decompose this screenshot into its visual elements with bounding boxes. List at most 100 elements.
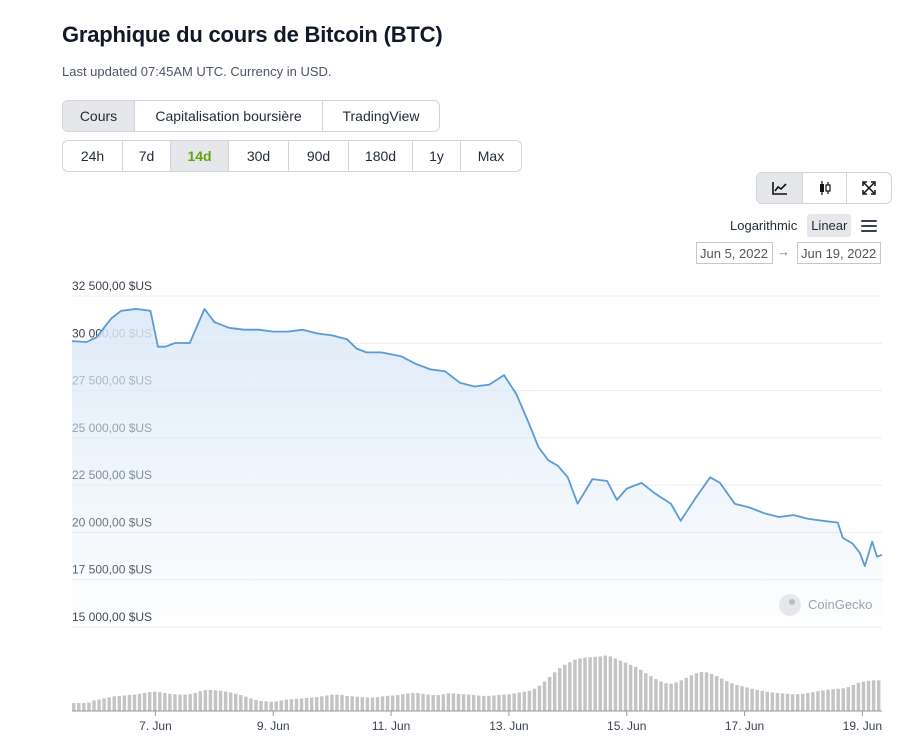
range-7d-button[interactable]: 7d xyxy=(123,141,171,171)
volume-bar xyxy=(168,693,172,711)
volume-bar xyxy=(178,694,182,711)
volume-bar xyxy=(618,660,623,711)
fullscreen-icon[interactable] xyxy=(847,173,891,203)
volume-bar xyxy=(77,703,81,711)
volume-bar xyxy=(360,697,365,711)
volume-bar xyxy=(370,697,375,711)
volume-bar xyxy=(72,703,76,711)
range-90d-button[interactable]: 90d xyxy=(289,141,349,171)
volume-bar xyxy=(613,658,618,711)
volume-bar xyxy=(487,695,491,711)
volume-bar xyxy=(552,672,557,711)
volume-bar xyxy=(239,695,243,711)
volume-bar xyxy=(137,693,142,711)
date-from-input[interactable]: Jun 5, 2022 xyxy=(696,242,773,264)
volume-bar xyxy=(117,695,122,711)
volume-bar xyxy=(831,689,835,711)
volume-bar xyxy=(730,683,734,711)
volume-bar xyxy=(390,695,395,711)
volume-bar xyxy=(153,691,157,711)
volume-bar xyxy=(218,690,223,711)
volume-bar xyxy=(249,698,253,711)
chart-tabs: Cours Capitalisation boursière TradingVi… xyxy=(62,100,440,132)
volume-bar xyxy=(345,695,349,711)
volume-bar xyxy=(441,694,446,711)
volume-bar xyxy=(684,677,689,711)
volume-bar xyxy=(760,690,764,711)
range-max-button[interactable]: Max xyxy=(477,148,505,164)
range-1y-button[interactable]: 1y xyxy=(413,141,461,171)
logarithmic-button[interactable]: Logarithmic xyxy=(730,218,798,233)
tab-capitalisation[interactable]: Capitalisation boursière xyxy=(135,101,323,131)
volume-bar xyxy=(421,693,425,711)
volume-bar xyxy=(836,688,840,711)
volume-bar xyxy=(466,694,471,711)
volume-bar xyxy=(456,693,461,711)
volume-bar xyxy=(654,679,658,711)
volume-bar xyxy=(709,674,714,711)
volume-bar xyxy=(340,695,344,711)
menu-icon[interactable] xyxy=(861,219,878,232)
last-updated-text: Last updated 07:45AM UTC. Currency in US… xyxy=(62,64,332,79)
volume-bar xyxy=(87,702,91,711)
volume-bar xyxy=(694,673,699,711)
volume-bar xyxy=(396,695,400,711)
volume-bar xyxy=(512,693,516,711)
x-tick-label: 13. Jun xyxy=(489,719,528,733)
volume-bar xyxy=(816,691,820,711)
volume-bar xyxy=(720,678,724,711)
volume-bar xyxy=(664,683,668,711)
tab-tradingview[interactable]: TradingView xyxy=(342,108,420,124)
volume-bar xyxy=(623,662,628,711)
range-180d-button[interactable]: 180d xyxy=(349,141,413,171)
volume-bar xyxy=(315,697,319,711)
volume-bar xyxy=(234,693,238,711)
volume-bar xyxy=(866,680,871,711)
page-title: Graphique du cours de Bitcoin (BTC) xyxy=(62,22,443,47)
volume-bar xyxy=(856,682,861,711)
chart-type-selector xyxy=(756,172,892,204)
volume-bar xyxy=(365,697,370,711)
x-tick-label: 7. Jun xyxy=(139,719,172,733)
volume-bar xyxy=(507,694,511,711)
volume-bar xyxy=(593,656,597,711)
volume-bar xyxy=(735,684,739,711)
volume-bar xyxy=(806,692,810,711)
volume-bar xyxy=(82,703,86,711)
volume-bar xyxy=(527,690,532,711)
date-to-input[interactable]: Jun 19, 2022 xyxy=(797,242,881,264)
volume-bar xyxy=(492,695,496,711)
volume-bar xyxy=(264,701,268,711)
volume-bar xyxy=(649,676,653,711)
volume-bar xyxy=(517,692,521,711)
range-14d-button[interactable]: 14d xyxy=(171,141,229,171)
volume-bar xyxy=(639,669,643,711)
volume-bar xyxy=(451,693,456,711)
linear-button[interactable]: Linear xyxy=(807,214,852,237)
volume-bar xyxy=(532,688,537,711)
range-24h-button[interactable]: 24h xyxy=(63,141,123,171)
range-30d-button[interactable]: 30d xyxy=(229,141,289,171)
volume-bar xyxy=(740,686,744,711)
volume-bar xyxy=(644,673,648,711)
volume-bar xyxy=(431,695,435,711)
candlestick-chart-icon[interactable] xyxy=(803,173,847,203)
volume-bar xyxy=(811,692,815,711)
volume-bar xyxy=(112,696,116,711)
volume-bar xyxy=(871,680,876,711)
volume-bar xyxy=(183,694,187,711)
volume-bar xyxy=(107,697,111,711)
volume-bar xyxy=(213,690,218,711)
watermark-text: CoinGecko xyxy=(808,597,872,612)
volume-bar xyxy=(289,699,294,711)
line-chart-icon[interactable] xyxy=(757,173,803,203)
volume-bar xyxy=(198,691,203,711)
volume-bar xyxy=(755,690,759,711)
volume-bar xyxy=(385,695,390,711)
volume-bar xyxy=(350,696,354,711)
volume-bar xyxy=(461,694,466,711)
tab-cours[interactable]: Cours xyxy=(63,101,135,131)
volume-bar xyxy=(142,692,147,711)
volume-bar xyxy=(335,694,339,711)
volume-bar xyxy=(279,700,284,711)
